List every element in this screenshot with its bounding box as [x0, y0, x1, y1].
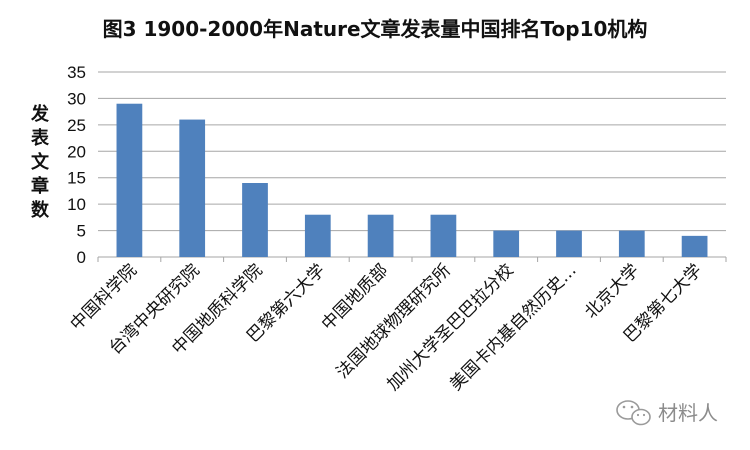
y-tick-label: 10: [67, 195, 86, 214]
x-tick-label: 加州大学圣巴巴拉分校: [383, 260, 517, 394]
y-tick-label: 15: [67, 169, 86, 188]
watermark: 材料人: [616, 400, 718, 426]
y-axis-ticks: 0 5 10 15 20 25 30 35: [67, 63, 86, 267]
y-axis-label-char: 表: [31, 127, 50, 149]
x-tick-label: 北京大学: [581, 260, 643, 322]
y-axis-label-char: 发: [30, 103, 50, 125]
bar: [367, 214, 394, 257]
x-tick-label: 美国卡内基自然历史…: [446, 260, 580, 394]
x-tick-label: 法国地球物理研究所: [333, 260, 455, 382]
y-tick-label: 35: [67, 63, 86, 82]
bar: [681, 235, 708, 257]
bar: [493, 230, 520, 257]
chart-title: 图3 1900-2000年Nature文章发表量中国排名Top10机构: [103, 17, 648, 41]
wechat-icon: [616, 400, 651, 426]
y-tick-label: 30: [67, 89, 86, 108]
watermark-text: 材料人: [658, 401, 718, 425]
bar: [618, 230, 645, 257]
y-axis-label-char: 数: [31, 199, 50, 221]
bar: [179, 119, 206, 257]
y-tick-label: 25: [67, 116, 86, 135]
y-axis-label-char: 章: [31, 175, 49, 197]
y-tick-label: 5: [77, 222, 86, 241]
bar: [430, 214, 457, 257]
bar: [304, 214, 331, 257]
bars: [116, 103, 708, 257]
bar: [242, 183, 268, 257]
y-tick-label: 20: [67, 142, 86, 161]
bar: [116, 103, 143, 257]
y-axis-label-char: 文: [31, 151, 50, 173]
x-axis-ticks: 中国科学院台湾中央研究院中国地质科学院巴黎第六大学中国地质部法国地球物理研究所加…: [67, 257, 727, 395]
y-tick-label: 0: [77, 248, 86, 267]
bar: [556, 230, 582, 257]
